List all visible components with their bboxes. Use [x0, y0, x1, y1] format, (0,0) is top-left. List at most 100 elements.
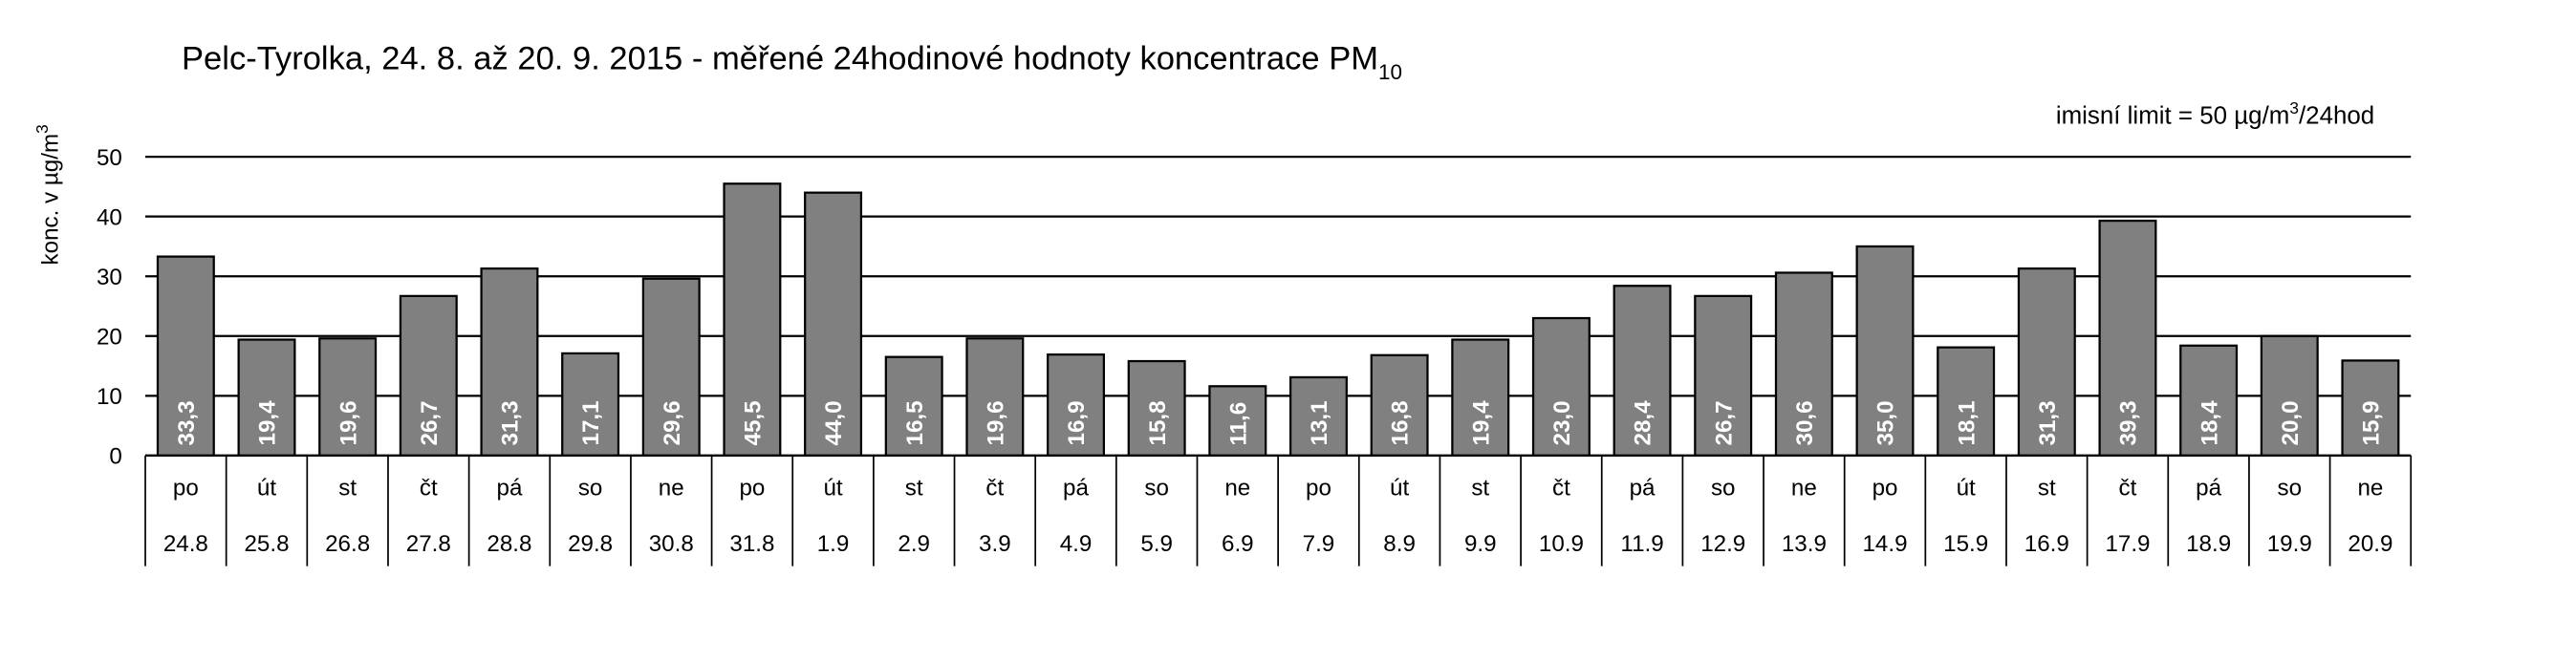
- data-label: 33,3: [174, 400, 200, 445]
- data-label: 31,3: [498, 400, 524, 445]
- x-date-label: 9.9: [1464, 531, 1497, 557]
- bar: [2260, 334, 2319, 457]
- x-date-label: 12.9: [1700, 531, 1745, 557]
- data-label: 15,8: [1145, 400, 1171, 445]
- y-label-superscript: 3: [32, 124, 52, 134]
- chart-title: Pelc-Tyrolka, 24. 8. až 20. 9. 2015 - mě…: [182, 41, 1402, 84]
- y-tick-label: 50: [97, 145, 122, 171]
- data-label: 11,6: [1225, 402, 1251, 446]
- y-axis-label: konc. v µg/m3: [32, 124, 63, 265]
- x-tick-label: so: [2278, 475, 2303, 501]
- bar: [480, 267, 539, 457]
- annotation-superscript: 3: [2289, 98, 2299, 117]
- bar: [1047, 353, 1105, 457]
- x-date-label: 26.8: [325, 531, 370, 557]
- bar: [1208, 385, 1267, 457]
- data-label: 23,0: [1549, 400, 1575, 445]
- annotation: imisní limit = 50 µg/m3/24hod: [2056, 98, 2374, 129]
- data-label: 26,7: [417, 400, 443, 445]
- x-date-label: 27.8: [406, 531, 451, 557]
- data-label: 16,9: [1064, 400, 1090, 445]
- x-tick-label: po: [173, 475, 199, 501]
- data-label: 26,7: [1711, 400, 1737, 445]
- x-date-label: 5.9: [1140, 531, 1173, 557]
- bar: [804, 191, 863, 457]
- data-label: 31,3: [2035, 400, 2061, 445]
- bar: [1774, 271, 1833, 457]
- data-label: 15,9: [2359, 400, 2385, 445]
- x-tick-label: čt: [420, 475, 438, 501]
- x-date-label: 25.8: [244, 531, 289, 557]
- x-tick-label: st: [1471, 475, 1489, 501]
- x-date-label: 30.8: [649, 531, 694, 557]
- x-date-label: 2.9: [898, 531, 930, 557]
- x-tick-label: ne: [2357, 475, 2383, 501]
- data-label: 19,4: [1468, 400, 1494, 446]
- x-date-label: 6.9: [1222, 531, 1254, 557]
- bar: [641, 277, 701, 457]
- data-label: 28,4: [1631, 400, 1656, 446]
- bar: [1127, 359, 1186, 457]
- x-date-label: 16.9: [2024, 531, 2069, 557]
- x-tick-label: so: [1711, 475, 1736, 501]
- x-tick-label: st: [2038, 475, 2056, 501]
- x-tick-label: čt: [985, 475, 1004, 501]
- x-date-label: 18.9: [2186, 531, 2231, 557]
- annotation-text: /24hod: [2299, 103, 2374, 130]
- x-date-label: 10.9: [1539, 531, 1584, 557]
- bar: [2341, 359, 2400, 457]
- x-date-label: 29.8: [568, 531, 613, 557]
- data-label: 18,1: [1954, 400, 1980, 445]
- bar: [1531, 316, 1591, 457]
- bar: [723, 182, 782, 457]
- x-date-label: 7.9: [1303, 531, 1335, 557]
- x-date-label: 20.9: [2348, 531, 2392, 557]
- bar: [1288, 375, 1348, 457]
- y-tick-label: 20: [97, 324, 122, 350]
- y-tick-label: 30: [97, 265, 122, 290]
- title-subscript: 10: [1378, 60, 1402, 84]
- x-date-label: 19.9: [2267, 531, 2312, 557]
- y-tick-label: 0: [109, 444, 121, 470]
- data-label: 16,5: [902, 400, 928, 445]
- x-tick-label: út: [257, 475, 276, 501]
- data-label: 19,6: [336, 400, 361, 445]
- x-date-label: 11.9: [1620, 531, 1663, 557]
- x-date-label: 31.8: [729, 531, 774, 557]
- bar: [1451, 338, 1510, 457]
- data-label: 16,8: [1388, 400, 1414, 445]
- x-tick-label: so: [1144, 475, 1169, 501]
- x-tick-label: út: [1390, 475, 1409, 501]
- bar: [2098, 219, 2157, 457]
- x-date-label: 8.9: [1383, 531, 1416, 557]
- x-tick-label: pá: [1630, 475, 1656, 501]
- bar: [1694, 294, 1753, 457]
- bar: [965, 337, 1025, 457]
- x-tick-label: út: [823, 475, 842, 501]
- x-tick-label: po: [1306, 475, 1331, 501]
- y-label-text: konc. v µg/m: [37, 134, 63, 266]
- data-label: 30,6: [1792, 400, 1818, 445]
- annotation-text: imisní limit = 50 µg/m: [2056, 103, 2290, 130]
- data-label: 39,3: [2116, 400, 2142, 445]
- data-label: 19,6: [983, 400, 1008, 445]
- x-tick-label: čt: [1552, 475, 1570, 501]
- y-tick-label: 10: [97, 384, 122, 410]
- data-label: 13,1: [1307, 400, 1332, 445]
- x-date-label: 4.9: [1060, 531, 1093, 557]
- bar: [399, 294, 458, 457]
- x-tick-label: čt: [2119, 475, 2137, 501]
- x-date-label: 28.8: [487, 531, 531, 557]
- data-label: 29,6: [660, 400, 685, 445]
- x-tick-label: po: [1872, 475, 1898, 501]
- bar: [1613, 285, 1672, 457]
- x-tick-label: st: [905, 475, 923, 501]
- x-date-label: 17.9: [2105, 531, 2150, 557]
- data-label: 17,1: [578, 400, 604, 445]
- bar: [884, 355, 943, 457]
- x-tick-label: so: [578, 475, 603, 501]
- x-tick-label: pá: [497, 475, 523, 501]
- x-date-label: 1.9: [817, 531, 850, 557]
- bar: [2179, 344, 2239, 457]
